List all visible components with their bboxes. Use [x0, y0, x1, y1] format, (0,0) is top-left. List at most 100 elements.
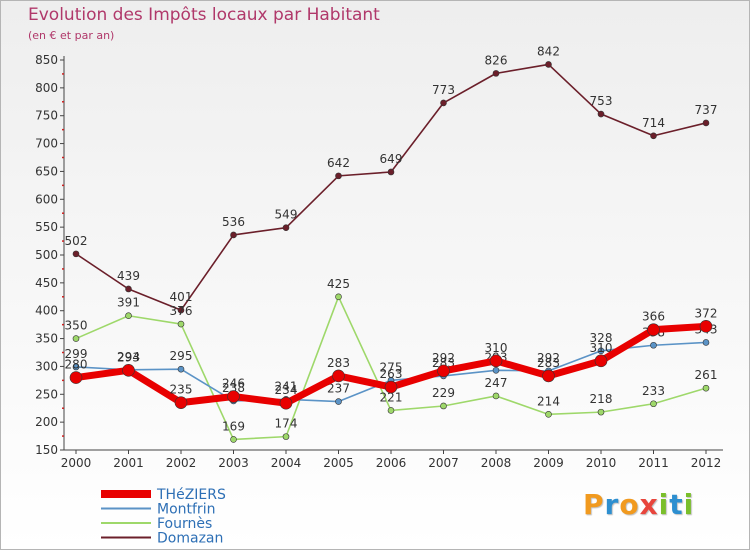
y-tick-label: 550 [35, 220, 58, 234]
data-label-th-ziers: 283 [537, 356, 560, 370]
data-label-fourn-s: 376 [170, 304, 193, 318]
data-label-th-ziers: 293 [117, 350, 140, 364]
data-point-domazan [597, 110, 605, 118]
data-point-domazan [440, 99, 447, 107]
data-point-th-ziers [384, 380, 398, 394]
data-point-fourn-s [440, 402, 447, 410]
data-point-fourn-s [650, 400, 657, 408]
data-point-montfrin [177, 365, 185, 373]
data-label-th-ziers: 280 [65, 358, 88, 372]
data-label-domazan: 439 [117, 269, 140, 283]
x-tick-label: 2007 [428, 456, 459, 470]
data-label-fourn-s: 233 [642, 384, 665, 398]
data-point-domazan [492, 70, 500, 77]
data-point-th-ziers [174, 396, 188, 409]
chart-title: Evolution des Impôts locaux par Habitant [28, 5, 380, 25]
data-label-fourn-s: 169 [222, 419, 245, 433]
data-label-montfrin: 328 [590, 331, 613, 345]
legend-label-th-ziers: THéZIERS [156, 487, 226, 503]
legend-label-montfrin: Montfrin [157, 502, 215, 518]
data-point-domazan [230, 231, 237, 239]
data-label-th-ziers: 246 [222, 377, 245, 391]
data-label-montfrin: 292 [537, 351, 560, 365]
data-label-montfrin: 237 [327, 382, 350, 396]
x-tick-label: 2004 [271, 456, 302, 470]
data-point-domazan [72, 250, 80, 258]
data-label-domazan: 753 [590, 94, 613, 108]
data-label-fourn-s: 214 [537, 394, 560, 408]
data-point-th-ziers [437, 364, 450, 378]
data-label-fourn-s: 218 [590, 392, 613, 406]
x-tick-label: 2009 [533, 456, 564, 470]
data-point-fourn-s [545, 411, 552, 418]
data-point-montfrin [492, 367, 500, 374]
data-label-domazan: 649 [380, 152, 403, 166]
data-label-th-ziers: 372 [695, 306, 718, 320]
data-point-th-ziers [647, 323, 660, 336]
data-label-th-ziers: 263 [380, 367, 403, 381]
data-label-montfrin: 275 [380, 360, 403, 374]
data-point-th-ziers [542, 369, 555, 383]
data-point-fourn-s [230, 436, 237, 443]
data-point-montfrin [702, 339, 710, 346]
data-point-domazan [177, 306, 185, 314]
data-label-domazan: 842 [537, 44, 560, 58]
data-label-domazan: 401 [170, 290, 193, 304]
x-tick-label: 2012 [691, 456, 722, 470]
data-point-fourn-s [125, 312, 132, 320]
y-tick-label: 400 [35, 304, 58, 318]
data-point-fourn-s [282, 433, 290, 440]
y-tick-label: 700 [35, 137, 58, 151]
y-tick-label: 150 [35, 443, 58, 457]
y-tick-label: 650 [35, 164, 58, 178]
x-tick-label: 2005 [323, 456, 354, 470]
data-label-fourn-s: 247 [485, 376, 508, 390]
data-point-th-ziers [332, 369, 345, 383]
legend-label-domazan: Domazan [157, 531, 223, 547]
data-label-domazan: 642 [327, 156, 350, 170]
data-point-montfrin [650, 341, 657, 349]
data-point-fourn-s [72, 335, 80, 342]
data-point-th-ziers [594, 354, 608, 368]
data-label-montfrin: 238 [222, 381, 245, 395]
data-point-domazan [545, 61, 552, 68]
data-point-montfrin [597, 347, 605, 355]
x-tick-label: 2003 [218, 456, 249, 470]
data-label-th-ziers: 292 [432, 351, 455, 365]
y-tick-label: 750 [35, 109, 58, 123]
data-point-fourn-s [177, 320, 185, 328]
data-label-montfrin: 299 [65, 347, 88, 361]
y-tick-label: 600 [35, 192, 58, 206]
data-label-domazan: 773 [432, 83, 455, 97]
data-label-fourn-s: 229 [432, 386, 455, 400]
data-point-th-ziers [279, 396, 293, 410]
data-label-fourn-s: 261 [695, 368, 718, 382]
data-point-fourn-s [387, 407, 395, 414]
data-label-th-ziers: 234 [275, 383, 298, 397]
data-label-montfrin: 295 [170, 349, 193, 363]
data-label-fourn-s: 425 [327, 277, 350, 291]
data-label-fourn-s: 174 [275, 417, 298, 431]
data-label-domazan: 714 [642, 116, 665, 130]
data-point-th-ziers [699, 320, 713, 333]
x-tick-label: 2001 [113, 456, 144, 470]
x-tick-label: 2000 [61, 456, 92, 470]
data-label-fourn-s: 350 [65, 319, 88, 333]
data-point-fourn-s [597, 408, 605, 416]
data-label-domazan: 737 [695, 103, 718, 117]
y-tick-label: 250 [35, 387, 58, 401]
x-tick-label: 2010 [586, 456, 617, 470]
data-point-domazan [335, 172, 342, 180]
x-tick-label: 2006 [376, 456, 407, 470]
data-point-domazan [702, 119, 710, 127]
legend-label-fourn-s: Fournès [157, 516, 212, 532]
data-point-domazan [387, 168, 395, 176]
y-tick-label: 500 [35, 248, 58, 262]
data-point-fourn-s [492, 392, 500, 400]
data-point-th-ziers [69, 371, 83, 384]
x-tick-label: 2011 [638, 456, 669, 470]
data-point-th-ziers [122, 364, 135, 377]
y-tick-label: 350 [35, 332, 58, 346]
